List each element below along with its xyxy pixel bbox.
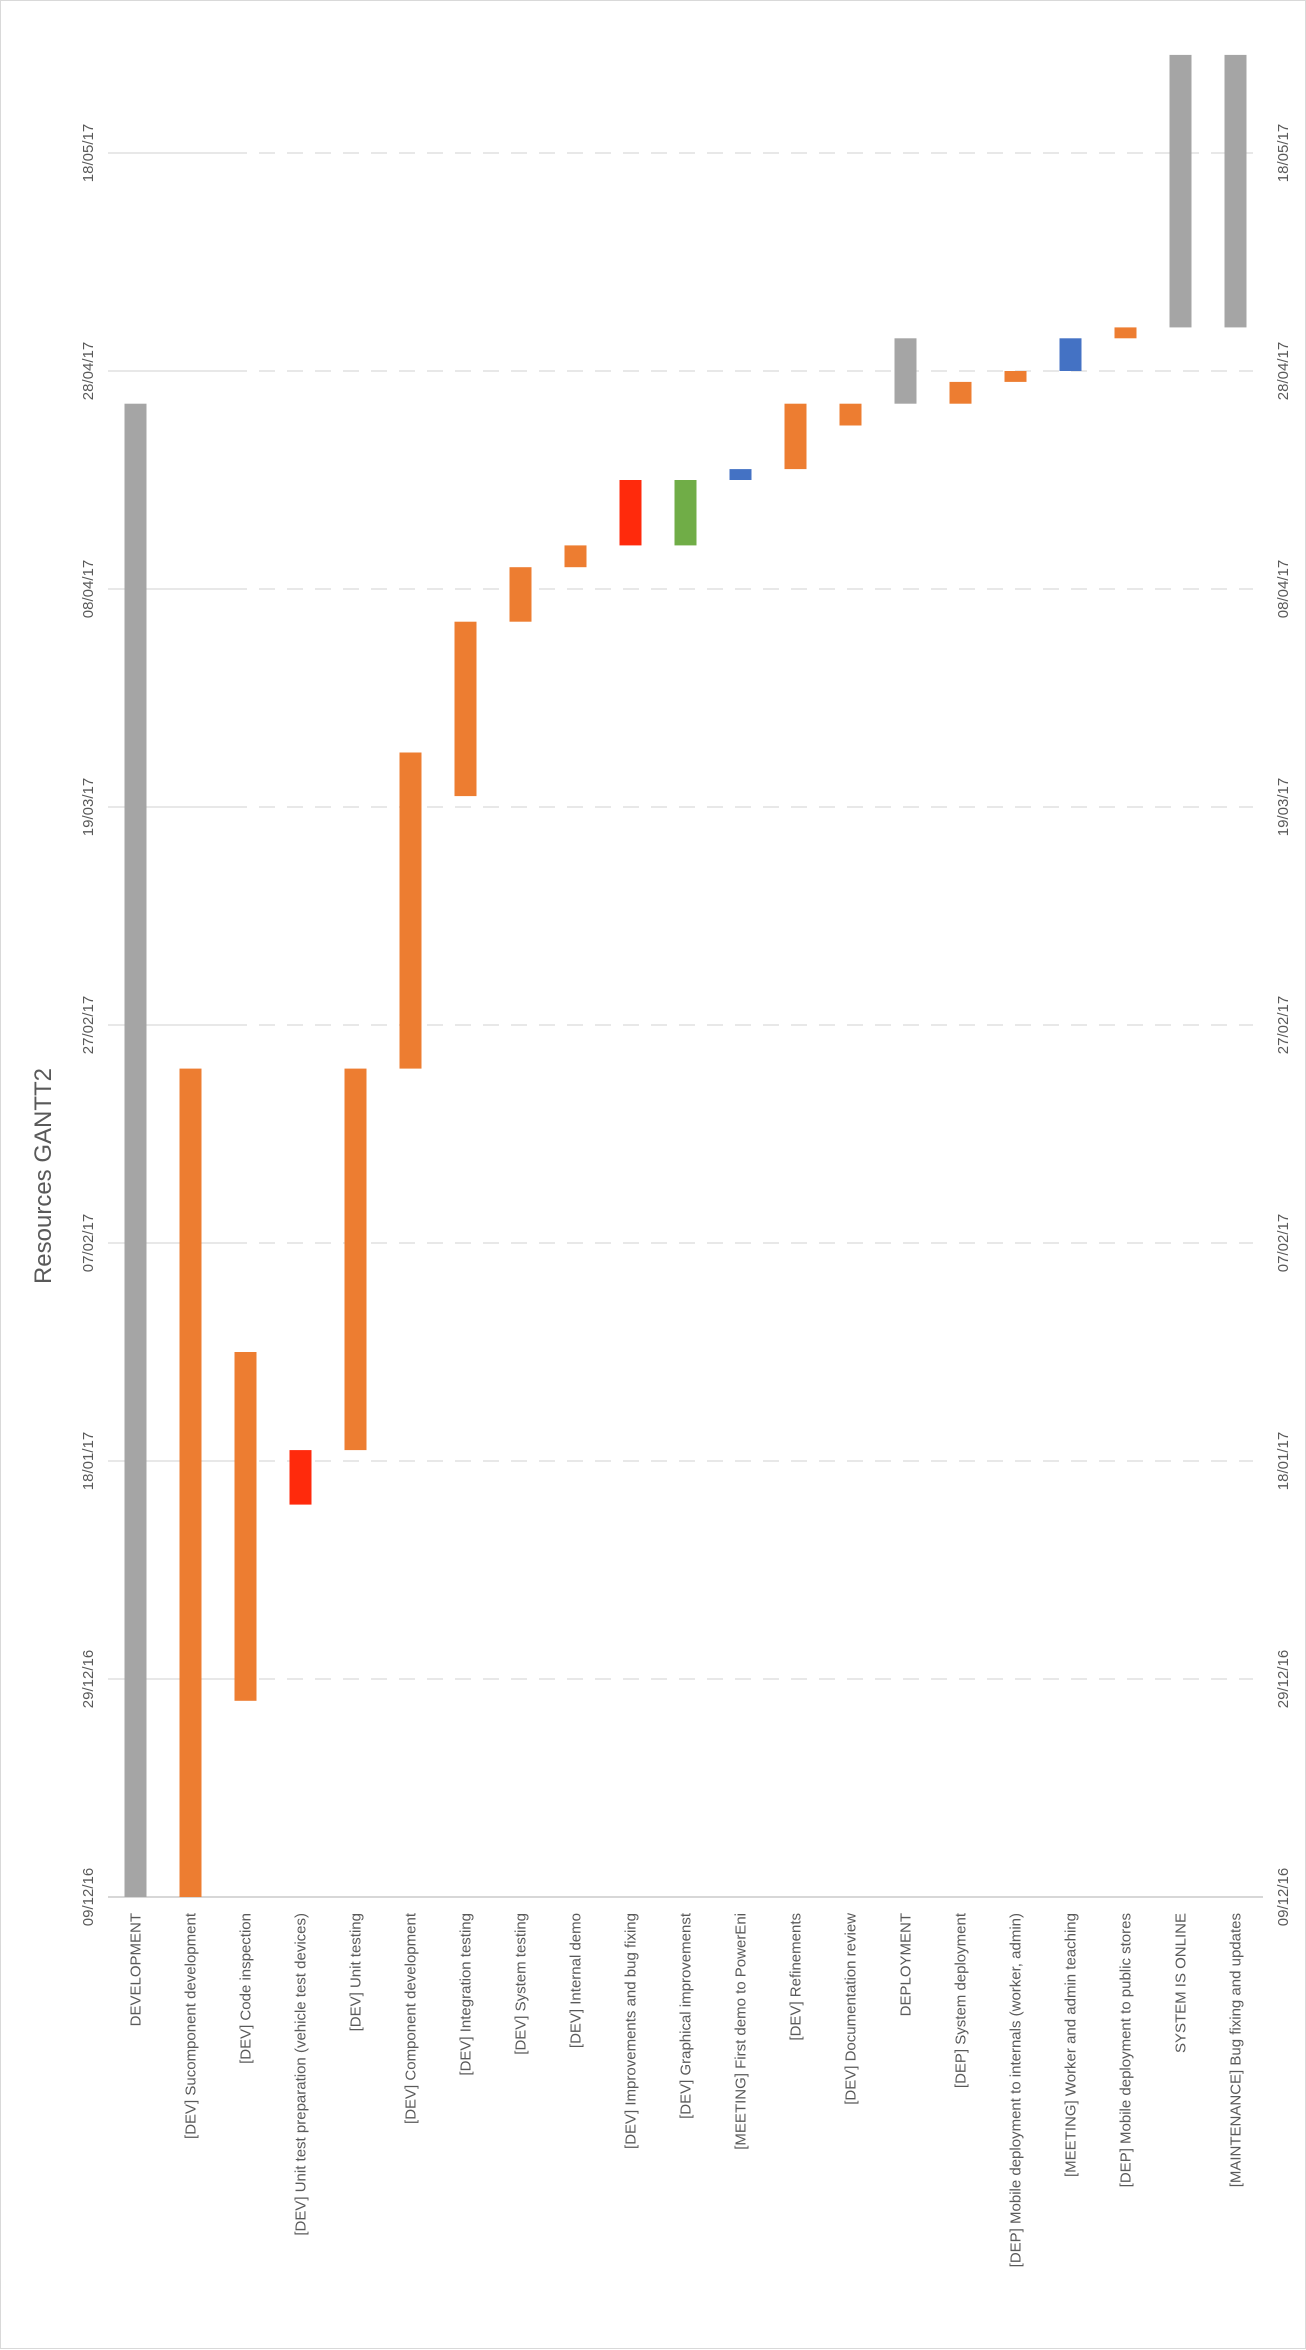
date-tick-label: 29/12/16 [1275,1650,1292,1708]
task-bar [949,381,972,404]
task-bar [289,1450,312,1505]
task-label: [MEETING] Worker and admin teaching [1063,1913,1080,2177]
task-bar [454,621,477,797]
date-tick-label: 08/04/17 [80,560,97,618]
task-label: [DEP] Mobile deployment to public stores [1118,1913,1135,2187]
date-tick-label: 27/02/17 [1275,996,1292,1054]
task-label: [DEV] Unit test preparation (vehicle tes… [293,1913,310,2236]
grid-lines [108,152,1263,1898]
date-tick-label: 18/05/17 [1275,124,1292,182]
task-bar [729,469,752,480]
task-label: [DEV] System testing [513,1913,530,2055]
task-label: [DEV] Refinements [788,1913,805,2041]
task-bar [1114,327,1137,339]
task-bar [619,480,642,546]
task-bar [344,1068,367,1451]
task-bars [124,54,1247,1898]
date-tick-label: 08/04/17 [1275,560,1292,618]
date-tick-label: 07/02/17 [1275,1214,1292,1272]
task-label: SYSTEM IS ONLINE [1173,1913,1190,2053]
task-bar [509,567,532,622]
task-label: [DEV] Sucomponent development [183,1912,200,2139]
task-bar [124,403,147,1898]
task-bar [894,338,917,404]
date-tick-label: 27/02/17 [80,996,97,1054]
task-label: [DEP] System deployment [953,1912,970,2088]
date-tick-label: 18/01/17 [80,1432,97,1490]
date-tick-label: 07/02/17 [80,1214,97,1272]
task-label: [DEV] Code inspection [238,1913,255,2064]
task-bar [564,545,587,568]
task-label: DEVELOPMENT [128,1913,145,2026]
task-bar [1224,54,1247,328]
task-label: [DEP] Mobile deployment to internals (wo… [1008,1913,1025,2267]
task-label: [DEV] Integration testing [458,1913,475,2076]
task-bar [674,480,697,546]
date-tick-label: 18/05/17 [80,124,97,182]
task-label: [DEV] Internal demo [568,1913,585,2048]
date-axis-right: 09/12/16 29/12/16 18/01/17 07/02/17 27/02/17… [1275,124,1292,1926]
date-tick-label: 28/04/17 [80,342,97,400]
task-bar [1059,338,1082,371]
date-tick-label: 19/03/17 [80,778,97,836]
task-bar [1169,54,1192,328]
task-label: [DEV] Documentation review [843,1913,860,2105]
task-label: [MEETING] First demo to PowerEni [733,1913,750,2150]
task-bar [839,403,862,426]
date-tick-label: 29/12/16 [80,1650,97,1708]
task-label: [DEV] Improvements and bug fixing [623,1913,640,2149]
task-label: [DEV] Unit testing [348,1913,365,2031]
date-tick-label: 09/12/16 [1275,1868,1292,1926]
date-tick-label: 28/04/17 [1275,342,1292,400]
chart-title: Resources GANTT2 [30,1068,57,1284]
task-bar [179,1068,202,1897]
task-bar [1004,371,1027,382]
task-bar [234,1352,257,1701]
task-label: [MAINTENANCE] Bug fixing and updates [1228,1913,1245,2187]
task-label: [DEV] Component development [403,1912,420,2124]
task-labels: DEVELOPMENT [DEV] Sucomponent development… [128,1912,1245,2267]
date-tick-label: 19/03/17 [1275,778,1292,836]
task-bar [399,752,422,1069]
task-label: DEPLOYMENT [898,1913,915,2016]
task-label: [DEV] Graphical improvemenst [678,1912,695,2119]
date-tick-label: 18/01/17 [1275,1432,1292,1490]
date-tick-label: 09/12/16 [80,1868,97,1926]
date-axis-left: 09/12/16 29/12/16 18/01/17 07/02/17 27/02/17… [80,124,97,1926]
task-bar [784,403,807,470]
